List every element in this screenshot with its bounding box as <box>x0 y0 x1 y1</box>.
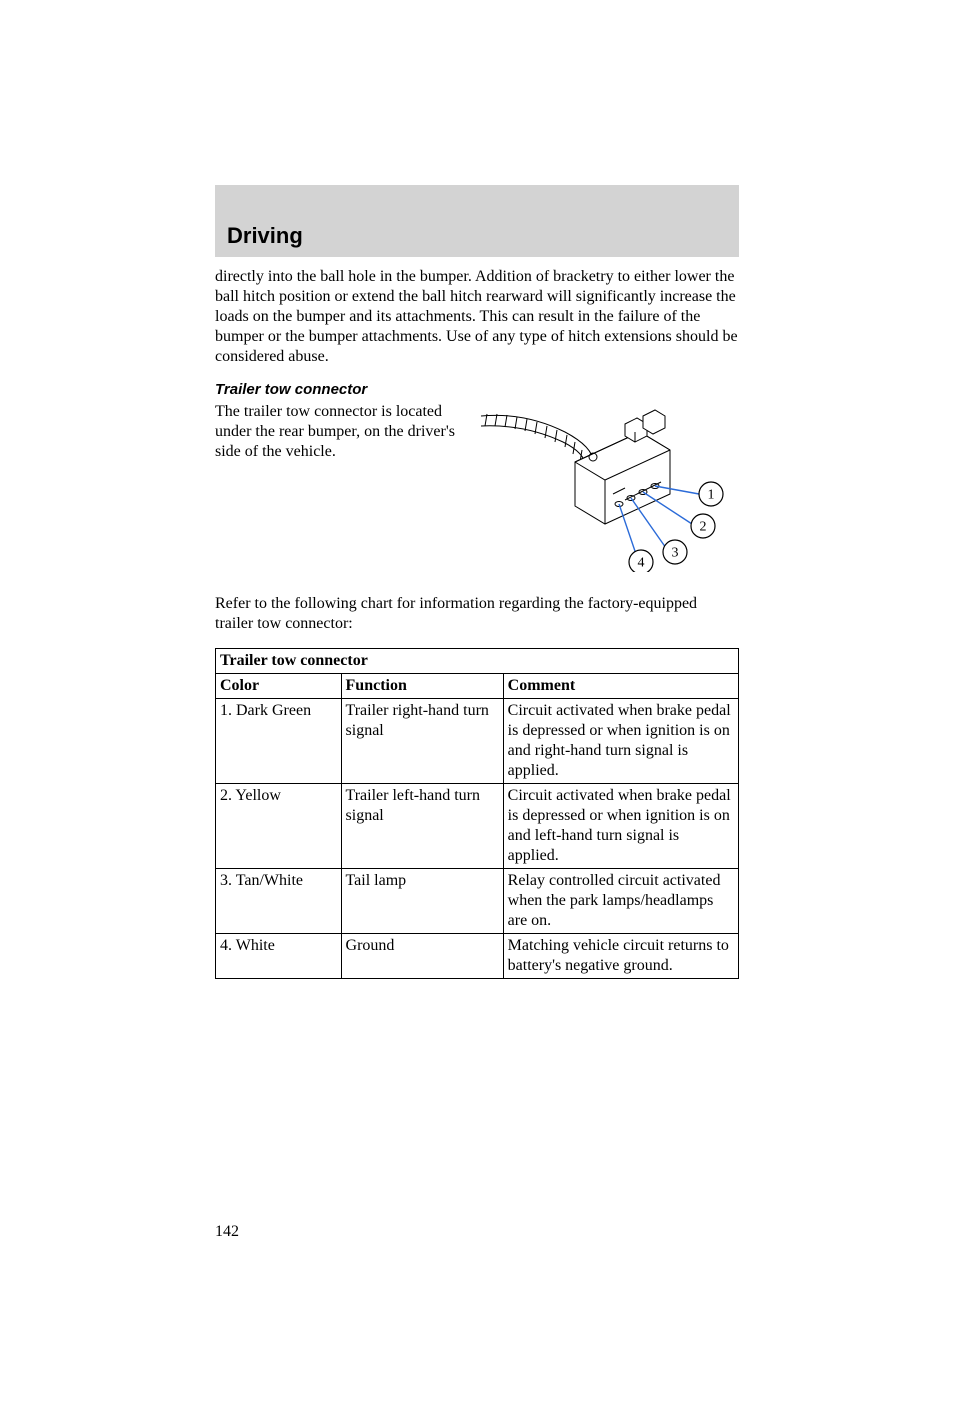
connector-diagram-svg: 1 2 3 4 <box>475 402 735 572</box>
cell-color: 3. Tan/White <box>216 868 342 933</box>
col-header-color: Color <box>216 673 342 698</box>
section-title: Driving <box>227 223 303 248</box>
leader-2 <box>643 492 692 524</box>
svg-text:3: 3 <box>672 545 679 560</box>
cell-comment: Relay controlled circuit activated when … <box>503 868 738 933</box>
cell-comment: Matching vehicle circuit returns to batt… <box>503 933 738 978</box>
cell-color: 1. Dark Green <box>216 698 342 783</box>
svg-text:2: 2 <box>700 519 707 534</box>
cell-function: Ground <box>341 933 503 978</box>
cell-color: 2. Yellow <box>216 783 342 868</box>
leader-3 <box>631 498 666 548</box>
cell-function: Trailer right-hand turn signal <box>341 698 503 783</box>
table-title: Trailer tow connector <box>216 648 739 673</box>
svg-text:4: 4 <box>638 555 645 570</box>
cell-color: 4. White <box>216 933 342 978</box>
connector-figure: 1 2 3 4 <box>475 402 739 572</box>
section-header: Driving <box>215 185 739 257</box>
connector-body-icon <box>575 410 670 524</box>
cell-function: Trailer left-hand turn signal <box>341 783 503 868</box>
callout-1: 1 <box>699 482 723 506</box>
svg-text:1: 1 <box>708 487 715 502</box>
table-row: 1. Dark Green Trailer right-hand turn si… <box>216 698 739 783</box>
wire-loom-icon <box>481 414 593 468</box>
callout-4: 4 <box>629 550 653 572</box>
table-row: 4. White Ground Matching vehicle circuit… <box>216 933 739 978</box>
callout-2: 2 <box>691 514 715 538</box>
table-title-row: Trailer tow connector <box>216 648 739 673</box>
intro-paragraph: directly into the ball hole in the bumpe… <box>215 267 739 367</box>
table-row: 2. Yellow Trailer left-hand turn signal … <box>216 783 739 868</box>
cell-comment: Circuit activated when brake pedal is de… <box>503 783 738 868</box>
connector-table: Trailer tow connector Color Function Com… <box>215 648 739 979</box>
table-header-row: Color Function Comment <box>216 673 739 698</box>
table-row: 3. Tan/White Tail lamp Relay controlled … <box>216 868 739 933</box>
page-content: directly into the ball hole in the bumpe… <box>215 267 739 979</box>
col-header-function: Function <box>341 673 503 698</box>
page-number: 142 <box>215 1223 239 1241</box>
cell-function: Tail lamp <box>341 868 503 933</box>
text-and-figure-row: The trailer tow connector is located und… <box>215 402 739 572</box>
cell-comment: Circuit activated when brake pedal is de… <box>503 698 738 783</box>
subsection-heading: Trailer tow connector <box>215 381 739 400</box>
callout-3: 3 <box>663 540 687 564</box>
refer-paragraph: Refer to the following chart for informa… <box>215 594 739 634</box>
col-header-comment: Comment <box>503 673 738 698</box>
location-paragraph: The trailer tow connector is located und… <box>215 402 465 572</box>
